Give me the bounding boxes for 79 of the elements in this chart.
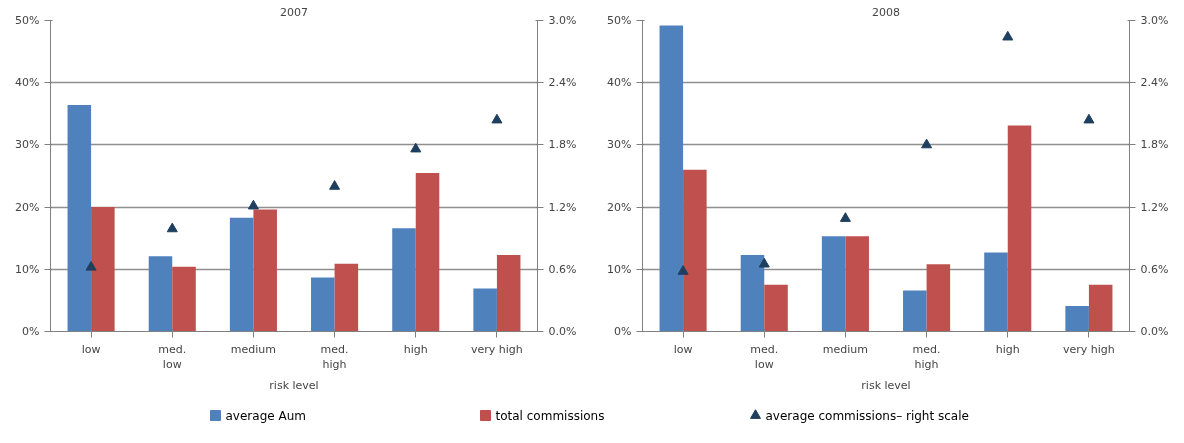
y-tick-label: 40% [15,76,40,90]
y-tick-label: 50% [607,14,632,27]
y2-tick-label: 2.4% [548,76,577,90]
y-tick-label: 30% [15,138,40,152]
bar [91,207,115,332]
bar [415,172,440,332]
y2-tick-label: 1.2% [1140,200,1169,214]
y2-tick-label: 0.6% [1140,262,1169,276]
x-tick-label: medium [230,342,277,356]
point [758,257,770,268]
bar [821,236,846,332]
y2-tick-label: 1.8% [548,138,577,152]
bar [473,288,497,332]
x-tick-label: high [403,342,428,356]
x-tick-label: medium [822,342,869,356]
y-tick-label: 10% [15,262,40,276]
x-tick-label: high [995,342,1020,356]
bar [764,284,788,332]
bar [496,254,521,332]
point [677,265,689,275]
bar [253,209,277,332]
x-tick-label: med. high [320,342,349,372]
x-tick-label: very high [471,342,523,356]
bar [1065,306,1089,332]
bar [984,252,1008,332]
y2-tick-label: 2.4% [1140,76,1169,90]
x-tick-label: low [673,342,693,356]
point [491,113,503,124]
chart-title: 2008 [872,5,900,19]
legend-label: average commissions– right scale [765,408,969,423]
y2-tick-label: 0.6% [548,262,577,276]
bar [1088,284,1113,332]
legend-label: average Aum [225,408,306,423]
y2-tick-label: 3.0% [1140,14,1169,27]
point [329,180,341,190]
y-tick-label: 20% [15,200,40,214]
y-tick-label: 0% [22,325,40,338]
y2-tick-label: 1.2% [548,200,577,214]
y-tick-label: 50% [15,14,40,27]
y2-tick-label: 0.0% [1140,325,1169,338]
y-tick-label: 0% [614,325,632,338]
bar [1007,125,1032,332]
point [410,142,422,153]
bar [311,277,335,332]
y-tick-label: 20% [607,200,632,214]
point [1083,113,1095,124]
y2-tick-label: 3.0% [548,14,577,27]
y-tick-label: 30% [607,138,632,152]
y-tick-label: 10% [607,262,632,276]
bar [926,264,951,332]
point [1002,30,1014,41]
y-tick-label: 40% [607,76,632,90]
x-axis-title: risk level [861,379,911,393]
y2-tick-label: 0.0% [548,325,577,338]
bar [172,266,196,332]
point [166,222,178,233]
x-tick-label: med. low [750,342,779,372]
point [921,138,933,149]
bar [67,105,92,332]
x-tick-label: very high [1063,342,1115,356]
x-axis-title: risk level [269,379,319,393]
bar [229,217,254,332]
bar [903,290,927,332]
bar [740,254,765,332]
bar [683,169,707,332]
bar [334,263,359,332]
bar [845,236,869,332]
y2-tick-label: 1.8% [1140,138,1169,152]
x-tick-label: med. high [912,342,941,372]
bar [659,25,684,332]
bar [148,256,173,332]
point [85,260,97,271]
point [247,199,259,210]
chart-title: 2007 [280,5,308,19]
x-tick-label: med. low [158,342,187,372]
x-tick-label: low [81,342,101,356]
point [839,212,851,222]
bar [392,228,416,332]
legend-label: total commissions [495,408,605,423]
